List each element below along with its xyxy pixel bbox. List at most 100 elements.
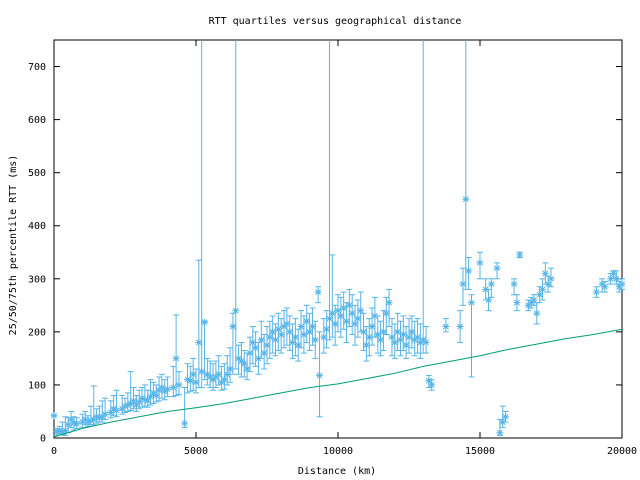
data-point [388,318,396,357]
x-tick-label: 15000 [465,446,495,457]
y-tick-label: 200 [28,327,46,338]
data-point [422,326,430,354]
median-marker [524,301,532,309]
median-marker [149,389,157,397]
data-point [232,40,240,370]
data-point [198,40,206,389]
median-marker [206,373,214,381]
data-point [592,286,600,298]
data-point [394,312,402,351]
median-marker [138,394,146,402]
median-marker [416,338,424,346]
median-marker [357,307,365,315]
median-marker [118,405,126,413]
median-marker [533,309,541,317]
median-marker [462,195,470,203]
median-marker [351,320,359,328]
median-marker [538,285,546,293]
data-point [283,307,291,346]
data-point [601,280,609,293]
median-marker [127,400,135,408]
x-tick-label: 0 [51,446,57,457]
median-marker [101,410,109,418]
plot-frame [53,39,623,439]
data-point [294,328,302,362]
median-marker [272,336,280,344]
data-point [240,349,248,378]
median-marker [297,323,305,331]
median-marker [95,414,103,422]
data-point [524,299,532,312]
median-marker [144,397,152,405]
median-marker [93,413,101,421]
median-marker [303,317,311,325]
median-marker [189,370,197,378]
median-marker [513,299,521,307]
data-point [226,347,234,383]
data-point [289,323,297,359]
median-marker [459,280,467,288]
median-marker [249,338,257,346]
data-point [306,312,314,351]
data-point [218,365,226,391]
data-point [368,307,376,346]
data-point [316,331,324,418]
chart-title: RTT quartiles versus geographical distan… [209,16,462,27]
data-point [118,395,126,415]
data-point [323,310,331,349]
data-point [618,278,626,290]
data-point [67,410,75,428]
median-marker [169,384,177,392]
data-point [533,302,541,325]
data-point [138,387,146,408]
data-point [203,357,211,386]
median-marker [428,381,436,389]
data-point [345,288,353,328]
median-marker [360,328,368,336]
median-marker [308,323,316,331]
median-marker [212,373,220,381]
data-point [107,400,115,419]
median-marker [147,393,155,401]
data-point [308,307,316,346]
median-marker [280,323,288,331]
y-tick-label: 700 [28,62,46,73]
data-point [340,291,348,330]
data-point [493,262,501,280]
data-point [169,365,177,398]
y-axis-label: 25/50/75th percentile RTT (ms) [8,155,19,336]
median-marker [198,368,206,376]
data-point [56,425,64,435]
x-tick-label: 10000 [323,446,353,457]
data-point [365,318,373,357]
median-marker [98,413,106,421]
median-marker [243,365,251,373]
median-marker [220,376,228,384]
median-marker [218,378,226,386]
median-marker [354,315,362,323]
data-point [314,286,322,304]
median-marker [592,288,600,296]
median-marker [232,307,240,315]
data-point [249,326,257,365]
data-point [192,368,200,394]
data-point [485,288,493,312]
median-marker [237,357,245,365]
x-tick-label: 20000 [607,446,637,457]
median-marker [90,415,98,423]
median-marker [246,349,254,357]
x-axis-label: Distance (km) [298,466,376,477]
median-marker [226,365,234,373]
median-marker [311,336,319,344]
data-point [175,371,183,395]
data-point [547,267,555,288]
median-marker [382,309,390,317]
data-point [127,371,135,411]
data-point [476,251,484,280]
median-marker [340,304,348,312]
y-tick-label: 400 [28,221,46,232]
data-point [95,405,103,423]
data-point [90,385,98,426]
median-marker [283,320,291,328]
x-tick-label: 5000 [184,446,208,457]
